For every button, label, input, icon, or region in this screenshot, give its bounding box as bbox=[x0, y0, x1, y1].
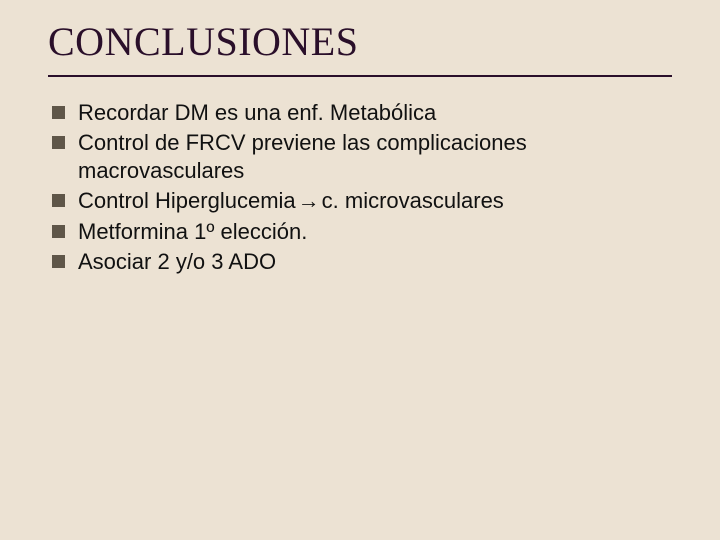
square-bullet-icon bbox=[52, 194, 65, 207]
list-item-text: Recordar DM es una enf. Metabólica bbox=[78, 100, 436, 125]
list-item: Asociar 2 y/o 3 ADO bbox=[52, 248, 666, 276]
list-item: Control Hiperglucemia→c. microvasculares bbox=[52, 187, 666, 215]
square-bullet-icon bbox=[52, 136, 65, 149]
list-item-text: Control de FRCV previene las complicacio… bbox=[78, 130, 527, 183]
list-item: Control de FRCV previene las complicacio… bbox=[52, 129, 666, 185]
list-item-text-pre: Control Hiperglucemia bbox=[78, 188, 296, 213]
square-bullet-icon bbox=[52, 106, 65, 119]
square-bullet-icon bbox=[52, 225, 65, 238]
square-bullet-icon bbox=[52, 255, 65, 268]
list-item: Metformina 1º elección. bbox=[52, 218, 666, 246]
slide-title: CONCLUSIONES bbox=[48, 18, 672, 75]
bullet-list: Recordar DM es una enf. Metabólica Contr… bbox=[48, 99, 672, 276]
list-item-text-post: c. microvasculares bbox=[322, 188, 504, 213]
list-item-text: Asociar 2 y/o 3 ADO bbox=[78, 249, 276, 274]
list-item-text: Metformina 1º elección. bbox=[78, 219, 307, 244]
title-underline bbox=[48, 75, 672, 77]
slide: CONCLUSIONES Recordar DM es una enf. Met… bbox=[0, 0, 720, 540]
arrow-right-icon: → bbox=[296, 187, 322, 215]
list-item: Recordar DM es una enf. Metabólica bbox=[52, 99, 666, 127]
